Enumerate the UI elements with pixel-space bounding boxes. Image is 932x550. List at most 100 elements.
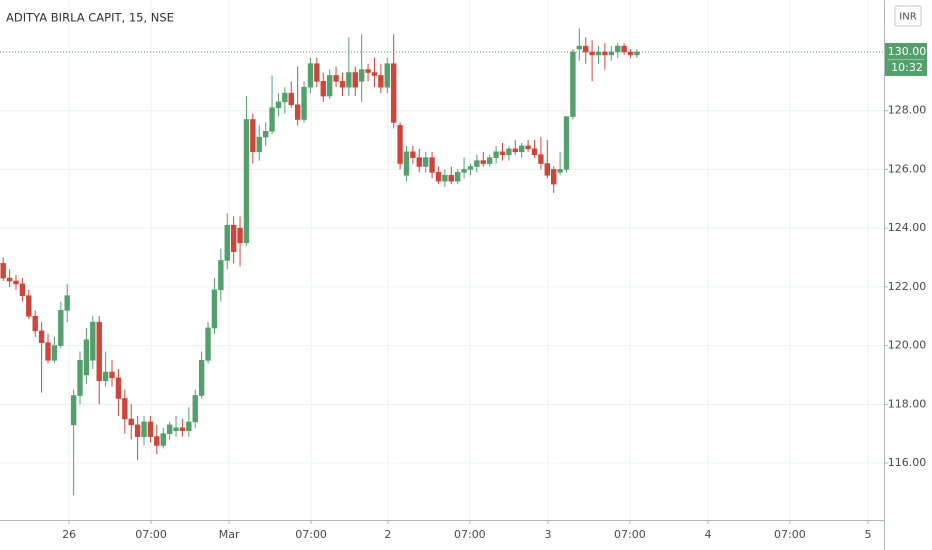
candle-body <box>339 81 346 88</box>
candle-body <box>38 330 45 343</box>
candle-body <box>275 101 282 109</box>
candle-body <box>13 280 19 285</box>
candle-body <box>570 51 576 117</box>
y-tick-label: 116.00 <box>888 456 927 469</box>
candle-body <box>115 377 122 399</box>
candle-body <box>205 327 211 361</box>
candle-body <box>442 174 448 182</box>
candle-body <box>58 310 64 346</box>
candle-body <box>6 277 13 282</box>
candle-body <box>563 116 570 170</box>
candle-body <box>551 169 557 185</box>
candle-body <box>352 72 358 88</box>
candle-body <box>256 136 262 153</box>
candle-body <box>467 166 474 170</box>
candle-body <box>583 45 589 53</box>
candle-body <box>51 345 58 361</box>
candle-body <box>525 145 531 150</box>
candle-body <box>0 263 6 279</box>
candle-body <box>531 148 538 156</box>
candle-body <box>250 119 256 153</box>
candle-body <box>448 174 454 182</box>
x-tick-label: Mar <box>219 528 240 541</box>
x-tick-label: 2 <box>384 528 391 541</box>
candle-body <box>461 169 467 173</box>
candle-body <box>173 427 179 432</box>
candle-body <box>320 81 326 97</box>
y-tick-label: 122.00 <box>888 280 927 293</box>
candle-body <box>154 436 160 446</box>
currency-label[interactable]: INR <box>899 12 916 23</box>
candle-body <box>102 371 109 382</box>
candle-body <box>32 315 38 332</box>
candle-body <box>538 154 544 164</box>
candle-body <box>90 321 96 361</box>
candle-body <box>45 342 51 361</box>
candle-body <box>384 63 390 88</box>
last-price-box <box>885 42 927 76</box>
candle-body <box>474 160 480 167</box>
candle-body <box>499 151 506 156</box>
candle-body <box>615 45 621 53</box>
x-tick-label: 5 <box>864 528 871 541</box>
candle-body <box>486 157 493 164</box>
last-price-label: 130.00 <box>888 45 927 58</box>
candle-body <box>218 260 224 291</box>
candle-body <box>416 157 422 167</box>
candle-body <box>166 424 173 434</box>
countdown-label: 10:32 <box>891 61 923 74</box>
candle-body <box>422 157 429 167</box>
candle-body <box>198 359 205 396</box>
y-tick-label: 124.00 <box>888 221 927 234</box>
y-tick-label: 120.00 <box>888 339 927 352</box>
candle-body <box>454 172 461 182</box>
candle-body <box>621 45 627 53</box>
candle-body <box>122 398 128 420</box>
candle-body <box>365 69 371 73</box>
candle-body <box>307 63 314 88</box>
candle-body <box>83 339 90 376</box>
candle-body <box>179 427 186 432</box>
candle-body <box>595 51 602 56</box>
candle-body <box>192 395 198 423</box>
candle-body <box>371 72 378 76</box>
candle-body <box>70 395 77 426</box>
candle-body <box>243 119 250 244</box>
candle-body <box>288 92 294 106</box>
candles <box>0 28 640 496</box>
candle-body <box>429 157 435 173</box>
candle-body <box>128 418 134 426</box>
candle-body <box>19 283 26 296</box>
currency-box[interactable] <box>894 5 922 27</box>
candle-body <box>544 163 550 176</box>
candle-body <box>518 145 525 153</box>
candle-body <box>608 51 615 56</box>
x-tick-label: 07:00 <box>774 528 806 541</box>
candle-body <box>576 45 583 50</box>
candle-body <box>160 433 166 446</box>
candle-body <box>262 130 269 138</box>
candle-body <box>186 421 192 432</box>
axis-labels: 116.00 118.00 120.00 122.00 124.00 126.00 128.… <box>62 42 927 541</box>
x-tick-label: 26 <box>62 528 76 541</box>
candle-body <box>224 224 230 261</box>
candle-body <box>358 69 365 82</box>
candle-body <box>64 295 70 311</box>
candle-body <box>493 151 499 158</box>
candle-body <box>326 75 333 97</box>
grid <box>0 0 884 520</box>
candle-body <box>77 359 83 396</box>
candle-body <box>378 75 384 88</box>
x-tick-label: 4 <box>704 528 711 541</box>
candle-body <box>237 227 243 244</box>
candle-body <box>26 295 32 317</box>
candle-body <box>480 160 486 164</box>
candle-body <box>410 151 416 158</box>
candle-body <box>627 51 634 56</box>
chart-title: ADITYA BIRLA CAPIT, 15, NSE <box>6 11 174 25</box>
candle-body <box>557 169 563 173</box>
candle-body <box>435 172 442 182</box>
y-tick-label: 118.00 <box>888 397 927 410</box>
candle-body <box>589 51 595 56</box>
